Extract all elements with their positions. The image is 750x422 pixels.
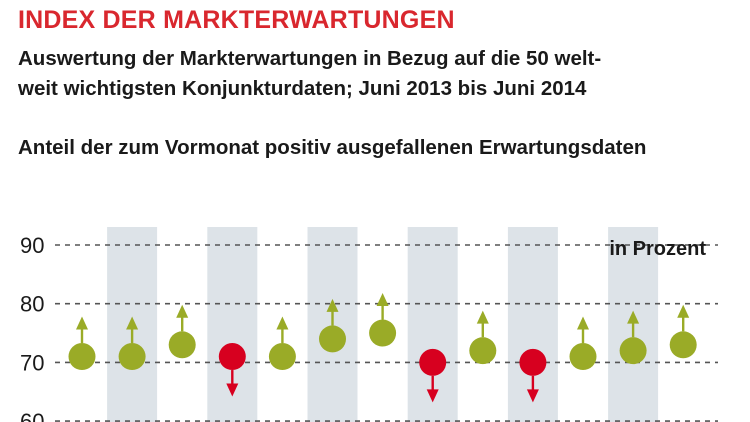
data-point [619, 337, 647, 365]
point-down [419, 348, 447, 403]
data-point [68, 343, 96, 371]
point-up [268, 316, 296, 371]
y-axis-ticks: 90 80 70 60 [20, 233, 44, 422]
arrow-down-icon [226, 383, 239, 397]
data-point [469, 337, 497, 365]
point-up [469, 310, 497, 365]
data-point [569, 343, 597, 371]
subtitle-line-2: weit wichtigsten Konjunkturdaten; Juni 2… [18, 77, 587, 100]
arrow-up-icon [677, 304, 690, 318]
point-down [519, 348, 547, 403]
arrow-up-icon [476, 310, 489, 324]
arrow-up-icon [627, 310, 640, 324]
unit-label: in Prozent [609, 238, 706, 260]
point-down [218, 343, 246, 397]
arrow-up-icon [577, 316, 589, 330]
point-up [569, 316, 597, 371]
point-up [669, 304, 697, 359]
data-point [669, 331, 697, 359]
y-tick-label: 60 [20, 409, 44, 422]
data-point [118, 343, 146, 371]
y-tick-label: 90 [20, 233, 44, 258]
chart-title: INDEX DER MARKTERWARTUNGEN [18, 6, 455, 34]
data-point [419, 348, 447, 376]
data-point [218, 343, 246, 371]
point-up [369, 293, 397, 347]
data-points [68, 293, 697, 403]
data-point [168, 331, 196, 359]
arrow-up-icon [76, 316, 88, 330]
arrow-up-icon [126, 316, 139, 330]
y-tick-label: 70 [20, 350, 44, 375]
data-point [319, 325, 346, 353]
arrow-up-icon [176, 304, 189, 318]
arrow-down-icon [526, 389, 539, 403]
data-point [369, 319, 397, 347]
data-point [519, 348, 547, 376]
y-tick-label: 80 [20, 292, 44, 317]
arrow-down-icon [426, 389, 439, 403]
arrow-up-icon [376, 293, 389, 307]
point-up [319, 298, 346, 353]
subtitle-line-1: Auswertung der Markterwartungen in Bezug… [18, 47, 602, 70]
point-up [68, 316, 96, 371]
chart-subtitle: Auswertung der Markterwartungen in Bezug… [18, 44, 738, 104]
arrow-up-icon [276, 316, 289, 330]
point-up [168, 304, 196, 359]
point-up [619, 310, 647, 365]
data-point [268, 343, 296, 371]
chart-caption: Anteil der zum Vormonat positiv ausgefal… [18, 136, 647, 159]
point-up [118, 316, 146, 371]
arrow-up-icon [326, 298, 339, 312]
